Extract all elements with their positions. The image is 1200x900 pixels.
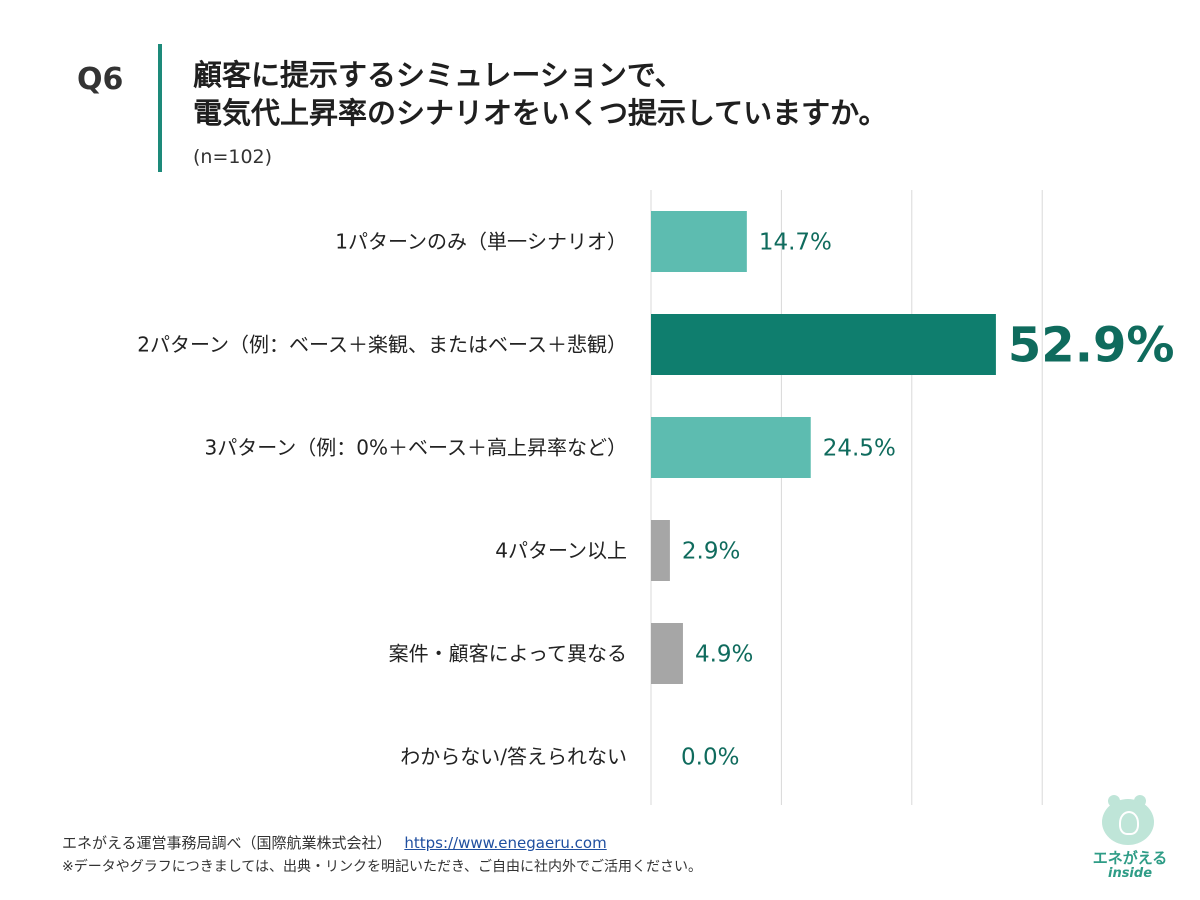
brand-logo: エネがえる inside <box>1088 795 1172 885</box>
value-label: 2.9% <box>682 539 740 565</box>
value-label: 52.9% <box>1008 318 1175 374</box>
lightbulb-icon <box>1119 811 1139 835</box>
title-divider <box>158 44 162 172</box>
question-number: Q6 <box>77 62 124 97</box>
footer-note: ※データやグラフにつきましては、出典・リンクを明記いただき、ご自由に社内外でご活… <box>62 859 703 875</box>
logo-name: エネがえる <box>1092 849 1168 867</box>
question-title-line2: 電気代上昇率のシナリオをいくつ提示していますか。 <box>193 96 888 130</box>
sample-size: (n=102) <box>193 146 273 168</box>
value-label: 0.0% <box>681 745 739 771</box>
value-label: 4.9% <box>695 642 753 668</box>
category-label: 1パターンのみ（単一シナリオ） <box>335 230 627 254</box>
category-label: 2パターン（例：ベース＋楽観、またはベース＋悲観） <box>137 333 627 357</box>
logo-sub: inside <box>1107 866 1153 881</box>
bar <box>651 314 996 375</box>
value-label: 24.5% <box>823 436 896 462</box>
bar <box>651 623 683 684</box>
value-label: 14.7% <box>759 230 832 256</box>
footer-source: エネがえる運営事務局調べ（国際航業株式会社） https://www.enega… <box>62 832 607 853</box>
category-label: 4パターン以上 <box>495 539 627 563</box>
question-title-line1: 顧客に提示するシミュレーションで、 <box>193 58 684 92</box>
category-label: 3パターン（例：0%＋ベース＋高上昇率など） <box>205 436 627 460</box>
bar <box>651 520 670 581</box>
question-title: 顧客に提示するシミュレーションで、 電気代上昇率のシナリオをいくつ提示しています… <box>193 56 888 132</box>
footer-source-text: エネがえる運営事務局調べ（国際航業株式会社） <box>62 834 392 852</box>
category-label: 案件・顧客によって異なる <box>389 642 627 666</box>
footer-link[interactable]: https://www.enegaeru.com <box>404 834 607 852</box>
bar <box>651 417 811 478</box>
bar <box>651 211 747 272</box>
category-label: わからない/答えられない <box>400 745 627 769</box>
